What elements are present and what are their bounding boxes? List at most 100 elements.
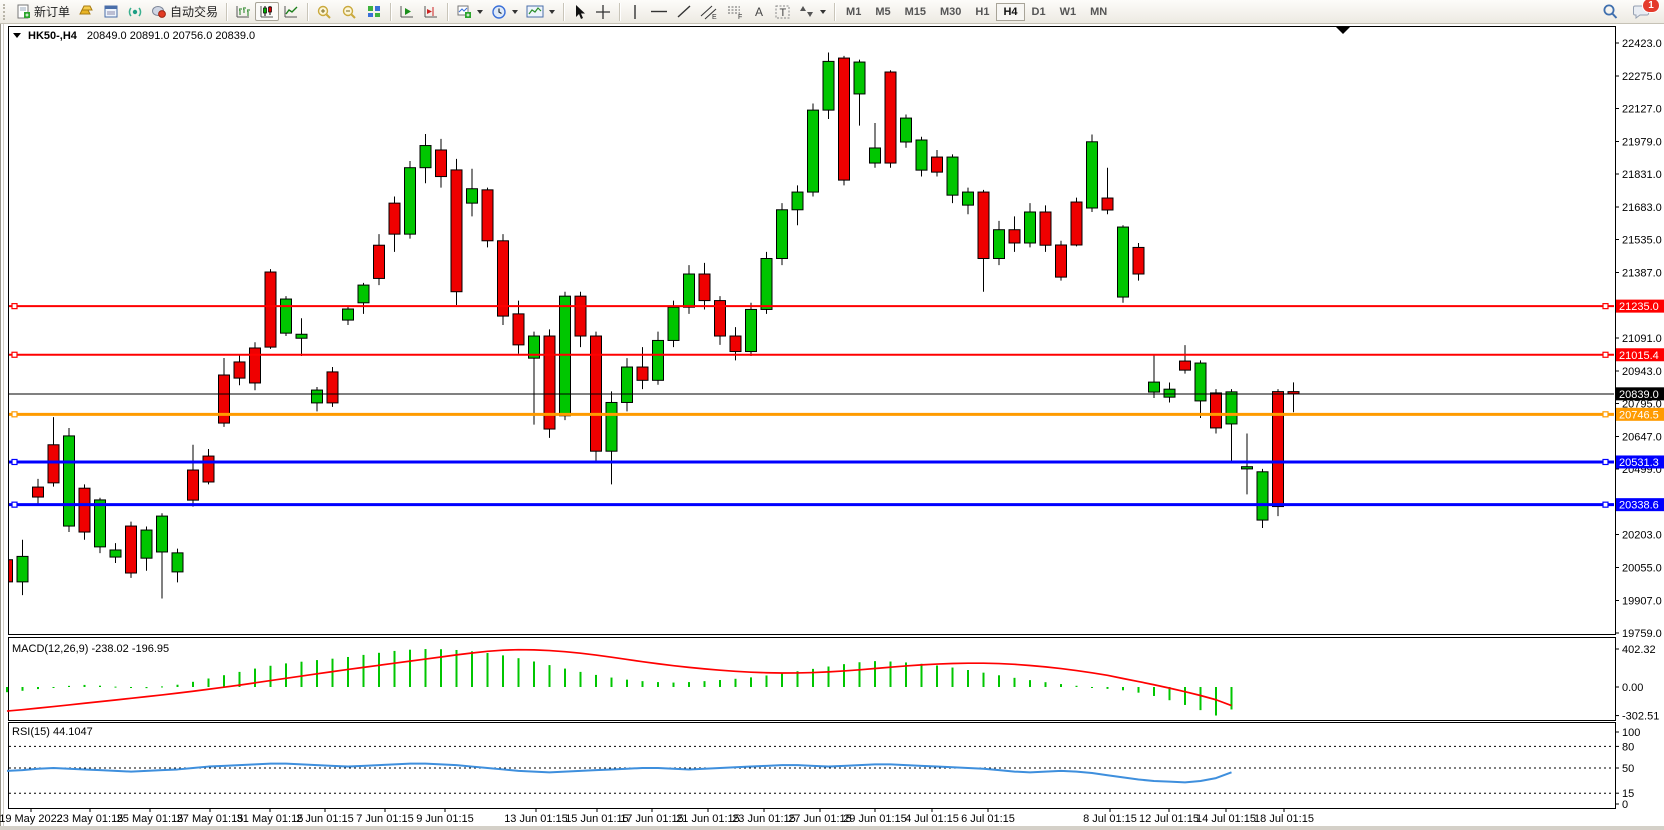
timeframe-h1-button[interactable]: H1 xyxy=(968,3,996,21)
horizontal-price-lines[interactable] xyxy=(9,303,1614,508)
separator xyxy=(447,2,449,21)
separator xyxy=(834,2,836,21)
tile-windows-button[interactable] xyxy=(362,2,386,21)
zoom-in-icon xyxy=(317,5,331,19)
svg-text:29 Jun 01:15: 29 Jun 01:15 xyxy=(843,813,907,825)
svg-text:21387.0: 21387.0 xyxy=(1622,267,1662,279)
arrows-icon xyxy=(800,6,814,17)
svg-text:F: F xyxy=(738,14,742,20)
separator xyxy=(563,2,565,21)
template-button[interactable] xyxy=(522,2,559,21)
equidistant-channel-tool-button[interactable]: E xyxy=(696,2,722,22)
notification-badge: 1 xyxy=(1642,0,1660,13)
fibonacci-icon: F xyxy=(728,6,742,20)
svg-text:20647.0: 20647.0 xyxy=(1622,431,1662,443)
new-order-button[interactable]: 新订单 xyxy=(12,1,74,22)
svg-text:18 Jul 01:15: 18 Jul 01:15 xyxy=(1254,813,1314,825)
svg-text:80: 80 xyxy=(1622,741,1634,753)
horizontal-line-tool-button[interactable] xyxy=(646,2,672,21)
template-icon xyxy=(526,5,544,18)
svg-text:-302.51: -302.51 xyxy=(1622,711,1659,723)
chart-shift-button[interactable] xyxy=(419,2,443,21)
chart-window[interactable]: 22423.0 22275.0 22127.0 21979.0 21831.0 21683… xyxy=(0,24,1664,830)
arrows-tool-button[interactable] xyxy=(795,2,830,21)
signal-icon xyxy=(128,7,142,17)
zoom-out-button[interactable] xyxy=(337,2,362,22)
crosshair-tool-button[interactable] xyxy=(591,2,615,22)
signals-button[interactable] xyxy=(123,2,147,21)
line-chart-button[interactable] xyxy=(279,2,303,21)
timeframe-m1-button[interactable]: M1 xyxy=(839,3,868,21)
svg-text:21831.0: 21831.0 xyxy=(1622,169,1662,181)
svg-text:21015.4: 21015.4 xyxy=(1619,350,1659,362)
chart-shift-icon xyxy=(424,6,438,18)
rsi-indicator: 100 80 50 150 RSI(15) 44.1047 xyxy=(6,726,1640,811)
text-label-tool-button[interactable]: T xyxy=(770,2,795,22)
svg-text:402.32: 402.32 xyxy=(1622,644,1656,656)
text-label-icon: T xyxy=(775,5,790,19)
search-button[interactable] xyxy=(1597,1,1623,22)
svg-text:A: A xyxy=(755,5,763,19)
new-chart-icon xyxy=(457,5,472,18)
svg-text:4 Jul 01:15: 4 Jul 01:15 xyxy=(905,813,959,825)
market-watch-button[interactable] xyxy=(99,2,123,21)
candlestick-chart-button[interactable] xyxy=(255,2,280,21)
chart-shift-marker[interactable] xyxy=(1336,27,1350,34)
dropdown-caret xyxy=(549,9,556,14)
timeframe-w1-button[interactable]: W1 xyxy=(1053,3,1084,21)
svg-text:20795.0: 20795.0 xyxy=(1622,399,1662,411)
timeframe-d1-button[interactable]: D1 xyxy=(1025,3,1053,21)
svg-text:27 May 01:15: 27 May 01:15 xyxy=(177,813,244,825)
bar-chart-button[interactable] xyxy=(231,2,255,21)
svg-text:21535.0: 21535.0 xyxy=(1622,235,1662,247)
auto-scroll-button[interactable] xyxy=(395,2,419,21)
separator xyxy=(226,2,228,21)
timeframe-mn-button[interactable]: MN xyxy=(1083,3,1114,21)
line-chart-icon xyxy=(284,6,298,18)
notifications-button[interactable]: 1 xyxy=(1629,0,1660,21)
timeframe-m5-button[interactable]: M5 xyxy=(868,3,897,21)
text-tool-button[interactable]: A xyxy=(748,2,770,21)
main-toolbar: 新订单 自动交易 xyxy=(0,0,1664,24)
svg-text:20338.6: 20338.6 xyxy=(1619,500,1659,512)
svg-text:T: T xyxy=(780,7,787,19)
auto-trade-label: 自动交易 xyxy=(170,5,219,19)
svg-text:7 Jun 01:15: 7 Jun 01:15 xyxy=(356,813,414,825)
svg-text:50: 50 xyxy=(1622,763,1634,775)
svg-text:25 May 01:15: 25 May 01:15 xyxy=(117,813,184,825)
horizontal-line-icon xyxy=(651,10,668,13)
deposit-button[interactable] xyxy=(74,2,99,21)
svg-text:2 Jun 01:15: 2 Jun 01:15 xyxy=(296,813,354,825)
svg-text:20055.0: 20055.0 xyxy=(1622,562,1662,574)
auto-scroll-icon xyxy=(400,6,414,18)
auto-trade-icon xyxy=(152,6,166,18)
vertical-line-icon xyxy=(634,4,636,19)
timeframe-m15-button[interactable]: M15 xyxy=(898,3,933,21)
price-line-labels: 20839.0 21235.0 21015.4 20746.5 20531.3 20338… xyxy=(1616,299,1664,512)
auto-trade-button[interactable]: 自动交易 xyxy=(147,1,222,22)
crosshair-icon xyxy=(596,4,611,19)
svg-text:22275.0: 22275.0 xyxy=(1622,71,1662,83)
vertical-line-tool-button[interactable] xyxy=(624,2,646,22)
period-button[interactable] xyxy=(487,2,522,22)
zoom-in-button[interactable] xyxy=(312,2,337,22)
svg-text:23 May 01:15: 23 May 01:15 xyxy=(57,813,124,825)
timeframe-m30-button[interactable]: M30 xyxy=(933,3,968,21)
svg-text:100: 100 xyxy=(1622,727,1640,739)
new-chart-button[interactable] xyxy=(452,2,487,21)
svg-text:23 Jun 01:15: 23 Jun 01:15 xyxy=(732,813,796,825)
timeframe-h4-button[interactable]: H4 xyxy=(996,2,1025,21)
svg-text:19759.0: 19759.0 xyxy=(1622,628,1662,640)
price-chart-canvas[interactable]: 22423.0 22275.0 22127.0 21979.0 21831.0 21683… xyxy=(0,24,1664,830)
svg-text:14 Jul 01:15: 14 Jul 01:15 xyxy=(1196,813,1256,825)
equidistant-channel-icon: E xyxy=(700,5,717,20)
market-window-icon xyxy=(104,5,118,18)
trendline-tool-button[interactable] xyxy=(672,2,696,21)
svg-text:8 Jul 01:15: 8 Jul 01:15 xyxy=(1083,813,1137,825)
svg-text:21235.0: 21235.0 xyxy=(1619,301,1659,313)
candlesticks xyxy=(9,52,1300,599)
cursor-tool-button[interactable] xyxy=(568,2,591,22)
svg-text:E: E xyxy=(712,14,717,20)
fibonacci-tool-button[interactable]: F xyxy=(722,2,748,22)
